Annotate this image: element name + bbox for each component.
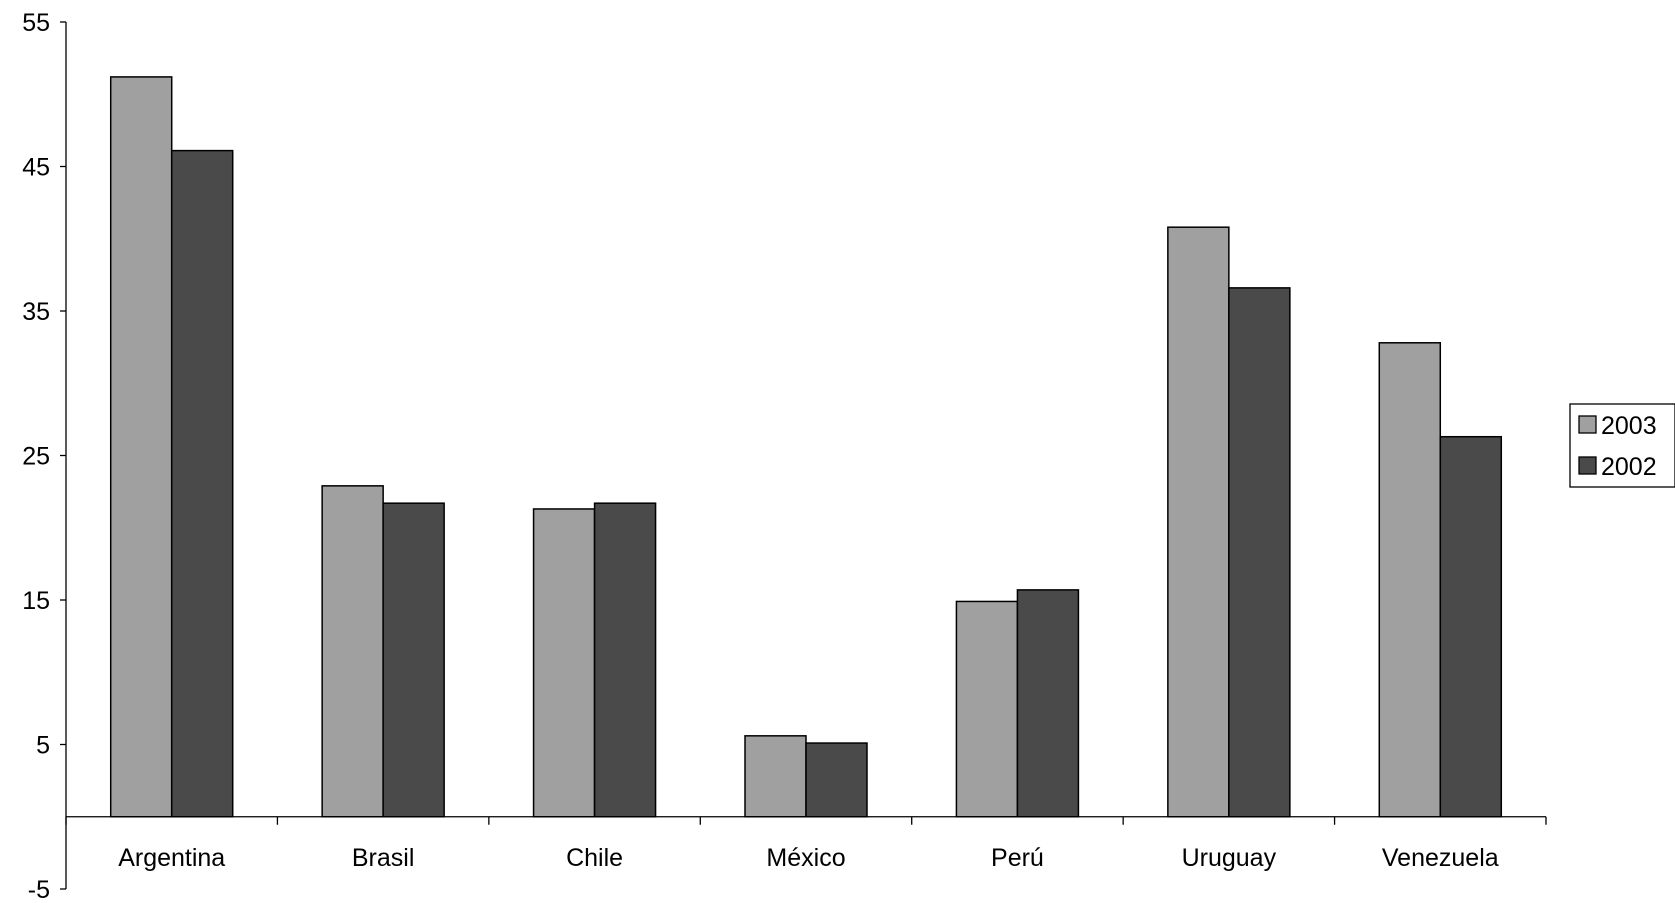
- y-tick-label: 15: [22, 587, 50, 615]
- bar-2002-perú: [1016, 589, 1080, 818]
- bar-2003-perú: [955, 600, 1019, 818]
- bar-2003-méxico: [744, 735, 807, 818]
- x-tick-label: Venezuela: [1382, 844, 1499, 872]
- x-tick-label: Argentina: [118, 844, 225, 872]
- y-tick-label: 25: [22, 443, 50, 471]
- legend-swatch-2003: [1578, 415, 1597, 434]
- bar-2003-brasil: [321, 485, 384, 818]
- bar-2003-chile: [532, 508, 596, 818]
- x-tick-label: Chile: [566, 844, 623, 872]
- legend-label-2003: 2003: [1601, 412, 1657, 440]
- legend: 2003 2002: [1569, 403, 1675, 488]
- x-tick-label: Perú: [991, 844, 1044, 872]
- y-tick-label: 35: [22, 298, 50, 326]
- x-tick-label: Brasil: [352, 844, 415, 872]
- bar-2002-chile: [593, 502, 657, 818]
- bar-2002-venezuela: [1439, 435, 1503, 818]
- bar-2002-méxico: [805, 742, 868, 818]
- bar-2003-venezuela: [1378, 342, 1442, 818]
- y-tick-label: 5: [36, 732, 50, 760]
- x-tick-label: Uruguay: [1182, 844, 1277, 872]
- bar-2002-brasil: [382, 502, 445, 818]
- bar-2003-argentina: [109, 76, 173, 818]
- y-tick-label: 45: [22, 154, 50, 182]
- bar-2002-argentina: [170, 149, 234, 818]
- y-tick-label: -5: [28, 876, 50, 898]
- legend-swatch-2002: [1578, 456, 1597, 475]
- legend-label-2002: 2002: [1601, 453, 1657, 481]
- plot-area: 55 45 35 25 15 5 -5 Argentina Brasil Chile México P…: [22, 9, 1547, 903]
- x-tick-label: México: [766, 844, 845, 872]
- bar-2002-uruguay: [1228, 287, 1291, 818]
- y-tick-label: 55: [22, 9, 50, 37]
- bar-2003-uruguay: [1167, 226, 1230, 818]
